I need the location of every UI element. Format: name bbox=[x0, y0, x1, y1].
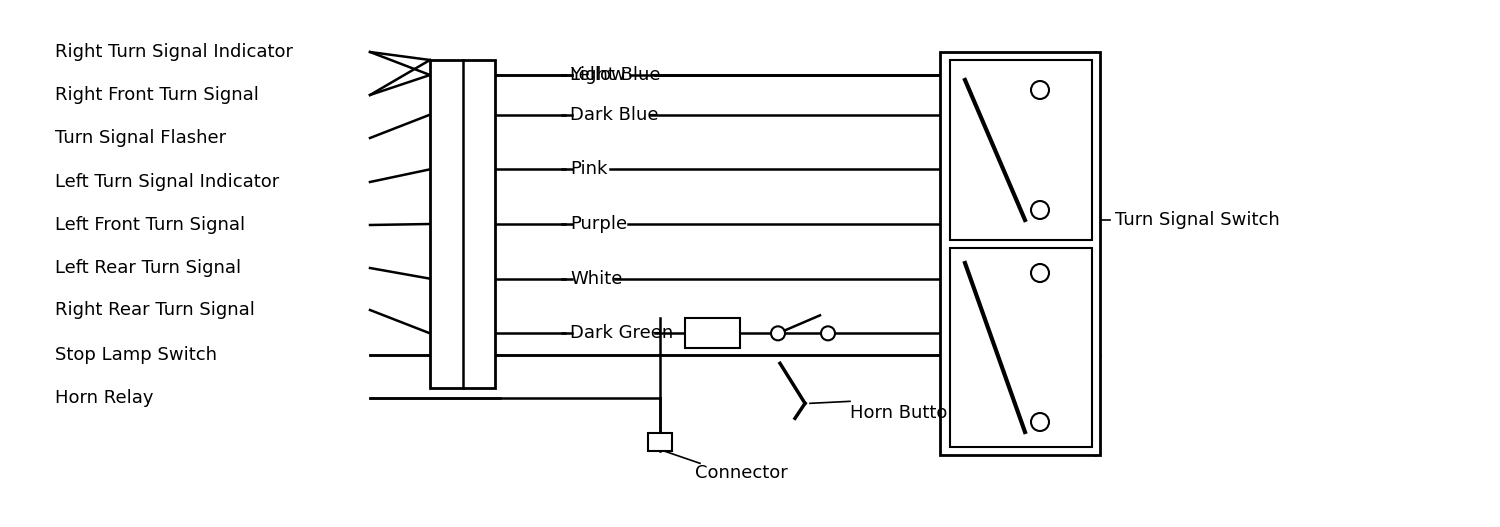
Text: White: White bbox=[570, 270, 622, 288]
Text: Left Turn Signal Indicator: Left Turn Signal Indicator bbox=[56, 173, 279, 191]
Text: Right Rear Turn Signal: Right Rear Turn Signal bbox=[56, 301, 255, 319]
Text: Turn Signal Flasher: Turn Signal Flasher bbox=[56, 129, 226, 147]
Bar bbox=[686, 318, 740, 348]
Text: Dark Green: Dark Green bbox=[570, 324, 674, 343]
Text: Dark Blue: Dark Blue bbox=[570, 106, 658, 124]
Text: Turn Signal Switch: Turn Signal Switch bbox=[1114, 211, 1280, 229]
Bar bbox=[430, 60, 495, 388]
Text: Yellow: Yellow bbox=[570, 66, 626, 84]
Text: Pink: Pink bbox=[570, 160, 608, 178]
Text: Left Front Turn Signal: Left Front Turn Signal bbox=[56, 216, 244, 234]
Bar bbox=[950, 60, 1092, 240]
Text: Right Turn Signal Indicator: Right Turn Signal Indicator bbox=[56, 43, 292, 61]
Text: Left Rear Turn Signal: Left Rear Turn Signal bbox=[56, 259, 242, 277]
Bar bbox=[950, 248, 1092, 447]
Text: Horn Relay: Horn Relay bbox=[56, 389, 153, 407]
Text: Right Front Turn Signal: Right Front Turn Signal bbox=[56, 86, 260, 104]
Text: Connector: Connector bbox=[694, 464, 788, 482]
Bar bbox=[940, 52, 1100, 455]
Text: Purple: Purple bbox=[570, 215, 627, 233]
Text: Light Blue: Light Blue bbox=[570, 66, 660, 84]
Bar bbox=[648, 433, 672, 451]
Text: Stop Lamp Switch: Stop Lamp Switch bbox=[56, 346, 217, 364]
Text: Horn Button: Horn Button bbox=[850, 404, 958, 422]
